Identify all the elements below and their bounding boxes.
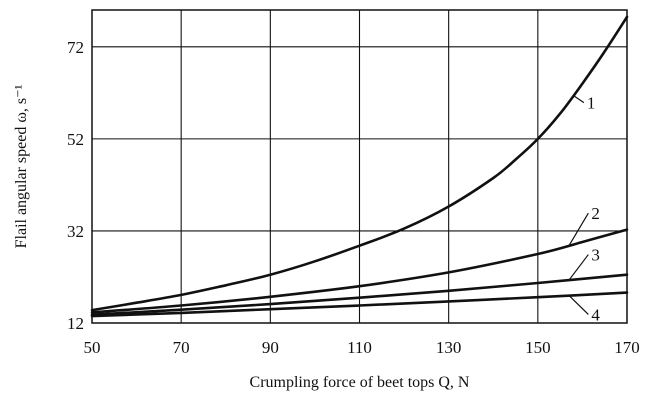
series-line-4	[90, 291, 629, 318]
curve-label-2: 2	[591, 204, 600, 223]
series-line-1	[90, 15, 629, 312]
x-tick-label: 90	[262, 338, 279, 357]
x-tick-label: 70	[173, 338, 190, 357]
y-tick-label: 12	[67, 314, 84, 333]
x-tick-label: 170	[614, 338, 640, 357]
curve-labels: 1 2 3 4	[587, 94, 600, 325]
x-tick-label: 150	[525, 338, 551, 357]
curve-label-3: 3	[591, 246, 600, 265]
curve-leaders	[568, 95, 589, 315]
curve-leader	[568, 212, 589, 246]
y-tick-label: 32	[67, 222, 84, 241]
curve-label-1: 1	[587, 94, 596, 113]
x-tick-label: 130	[436, 338, 462, 357]
y-axis-label: Flail angular speed ω, s⁻¹	[13, 84, 30, 248]
x-tick-label: 50	[84, 338, 101, 357]
series-line-3	[90, 273, 629, 316]
plot-frame	[91, 9, 628, 324]
curve-leader	[568, 254, 589, 281]
curve-leader	[568, 295, 589, 315]
curve-leader	[573, 95, 585, 104]
x-tick-label: 110	[347, 338, 372, 357]
series-line-2	[90, 228, 629, 314]
grid	[92, 10, 627, 323]
x-axis-label: Crumpling force of beet tops Q, N	[250, 374, 470, 391]
y-tick-label: 72	[67, 38, 84, 57]
y-tick-label: 52	[67, 130, 84, 149]
curve-label-4: 4	[591, 305, 600, 324]
curves	[90, 15, 629, 318]
